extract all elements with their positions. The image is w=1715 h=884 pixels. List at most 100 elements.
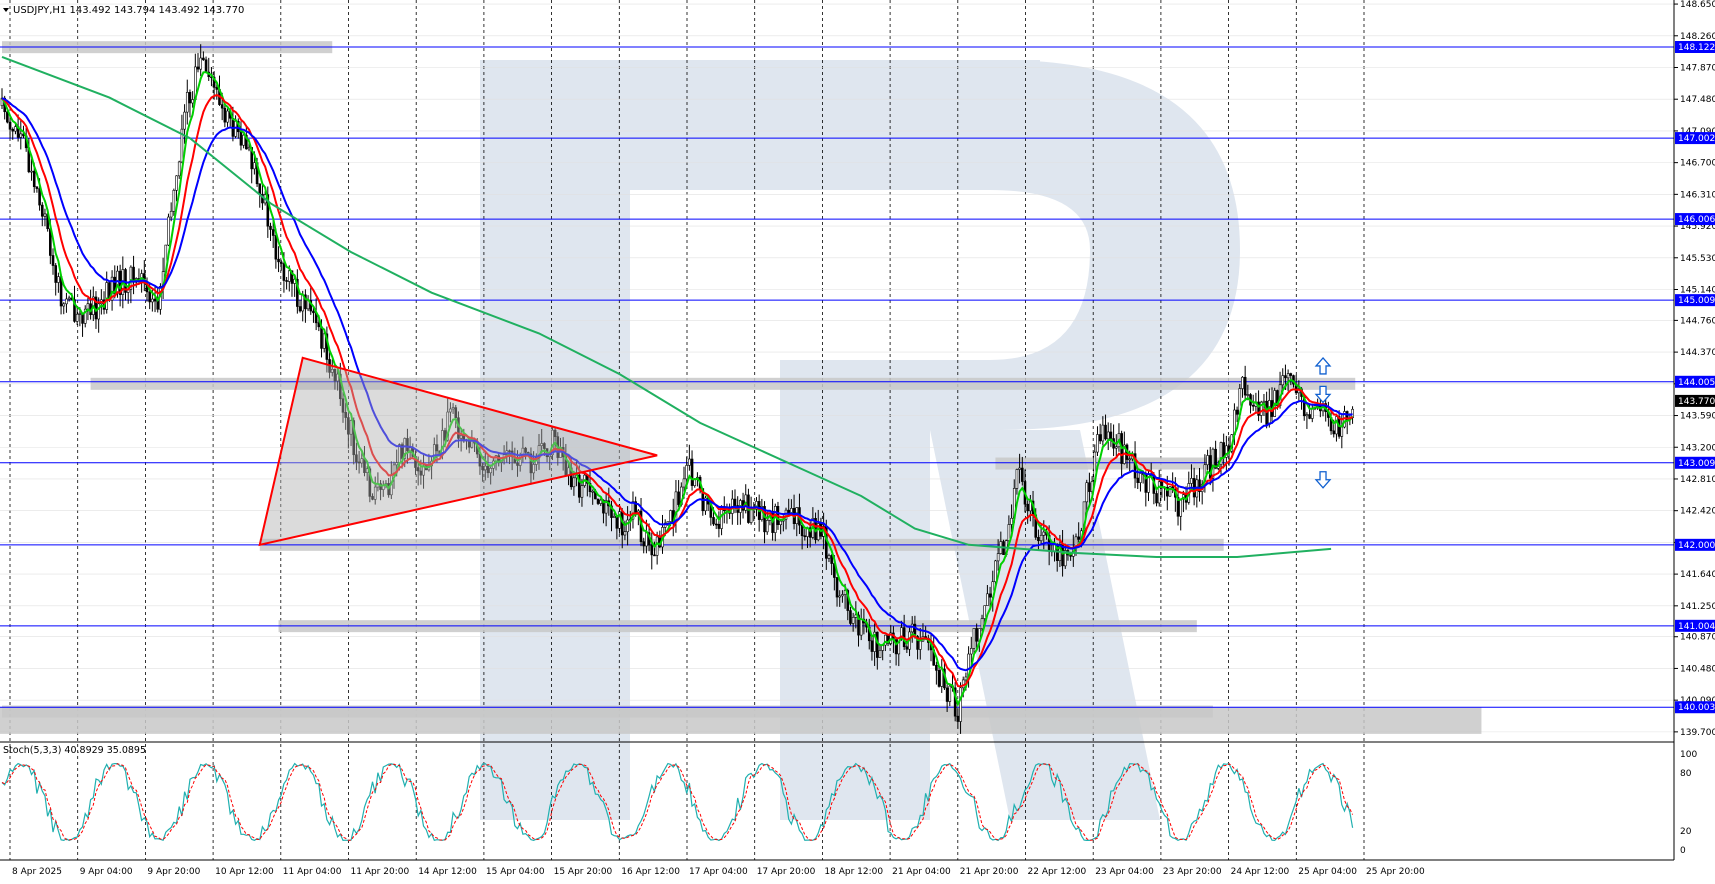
candle-body bbox=[596, 498, 600, 504]
candle-body bbox=[1179, 498, 1183, 517]
candle-body bbox=[1243, 376, 1247, 396]
candle-body bbox=[969, 648, 973, 655]
candle-body bbox=[835, 577, 839, 598]
candle-body bbox=[983, 605, 987, 619]
candle-body bbox=[1096, 434, 1099, 453]
x-tick-label: 25 Apr 20:00 bbox=[1366, 867, 1425, 877]
candle-body bbox=[298, 306, 302, 312]
candle-body bbox=[239, 131, 243, 146]
candle-body bbox=[196, 66, 200, 70]
candle-body bbox=[918, 640, 922, 650]
candle-body bbox=[1018, 467, 1021, 470]
candle-body bbox=[32, 170, 36, 187]
candle-body bbox=[443, 430, 447, 441]
y-tick-label: 141.640 bbox=[1680, 570, 1715, 580]
candle-body bbox=[1088, 482, 1091, 492]
level-price-text: 148.122 bbox=[1678, 43, 1715, 53]
candle-body bbox=[277, 258, 280, 263]
candle-body bbox=[937, 670, 941, 687]
candle-body bbox=[1340, 426, 1344, 437]
triangle-shape bbox=[258, 356, 658, 547]
y-tick-label: 140.090 bbox=[1680, 696, 1715, 706]
candle-body bbox=[247, 147, 251, 150]
candle-body bbox=[986, 593, 989, 606]
candle-body bbox=[365, 468, 369, 473]
candle-body bbox=[357, 461, 361, 464]
candle-body bbox=[269, 225, 272, 230]
candle-body bbox=[78, 313, 82, 315]
candle-body bbox=[717, 523, 721, 529]
level-price-tag bbox=[1675, 619, 1715, 632]
candle-body bbox=[704, 497, 707, 512]
candle-body bbox=[669, 510, 672, 522]
candle-body bbox=[1289, 373, 1293, 376]
candle-body bbox=[400, 444, 404, 459]
candle-body bbox=[577, 474, 581, 498]
candle-body bbox=[279, 261, 283, 264]
candle-body bbox=[446, 411, 450, 441]
candle-body bbox=[368, 468, 372, 497]
stoch-tick-label: 20 bbox=[1680, 827, 1692, 837]
candle-body bbox=[215, 87, 219, 90]
x-tick-label: 17 Apr 20:00 bbox=[757, 867, 816, 877]
candle-body bbox=[105, 282, 109, 310]
candle-body bbox=[1077, 536, 1080, 540]
candle-body bbox=[916, 636, 919, 650]
candle-body bbox=[884, 634, 887, 646]
candle-body bbox=[1157, 481, 1161, 504]
arrow-up-icon bbox=[1314, 356, 1332, 375]
menu-triangle-icon[interactable] bbox=[3, 8, 9, 12]
candle-body bbox=[352, 420, 356, 456]
candle-body bbox=[1211, 448, 1215, 479]
stoch-header: Stoch(5,3,3) 40.8929 35.0895 bbox=[3, 745, 146, 756]
stoch-signal-line bbox=[1, 763, 1354, 841]
y-tick-label: 139.700 bbox=[1680, 728, 1715, 738]
level-price-tag bbox=[1675, 701, 1715, 714]
candle-body bbox=[714, 523, 718, 526]
header: USDJPY,H1 143.492 143.794 143.492 143.77… bbox=[3, 5, 244, 756]
candle-body bbox=[1251, 404, 1255, 407]
level-price-text: 147.002 bbox=[1678, 134, 1715, 144]
x-tick-label: 22 Apr 12:00 bbox=[1028, 867, 1087, 877]
candle-body bbox=[1128, 458, 1131, 461]
candle-body bbox=[682, 478, 686, 488]
candle-body bbox=[859, 618, 863, 636]
candle-body bbox=[333, 369, 337, 382]
y-tick-label: 148.260 bbox=[1680, 32, 1715, 42]
candle-body bbox=[610, 505, 613, 518]
candle-body bbox=[373, 486, 377, 500]
candle-body bbox=[975, 628, 978, 642]
y-tick-label: 143.590 bbox=[1680, 412, 1715, 422]
level-price-text: 145.009 bbox=[1678, 296, 1715, 306]
candle-body bbox=[1020, 467, 1024, 482]
candle-body bbox=[204, 59, 208, 73]
stoch-tick-label: 0 bbox=[1680, 846, 1686, 856]
level-price-text: 144.005 bbox=[1678, 378, 1715, 388]
level-price-text: 140.003 bbox=[1678, 703, 1715, 713]
y-tick-label: 145.530 bbox=[1680, 254, 1715, 264]
x-tick-label: 15 Apr 20:00 bbox=[554, 867, 613, 877]
candlesticks bbox=[0, 44, 1354, 734]
candle-body bbox=[83, 308, 87, 324]
candle-body bbox=[945, 687, 949, 702]
candle-body bbox=[623, 531, 627, 536]
candle-body bbox=[851, 617, 855, 624]
candle-body bbox=[188, 92, 192, 104]
current-price-tag bbox=[1675, 394, 1715, 407]
candle-body bbox=[1042, 531, 1046, 536]
candle-body bbox=[54, 265, 58, 283]
candle-body bbox=[540, 443, 543, 446]
candle-body bbox=[330, 369, 334, 373]
candle-body bbox=[645, 532, 648, 547]
candle-body bbox=[489, 468, 492, 474]
y-tick-label: 147.090 bbox=[1680, 127, 1715, 137]
candle-body bbox=[175, 175, 178, 191]
candle-body bbox=[878, 650, 882, 658]
candle-body bbox=[234, 120, 237, 137]
signal-arrows bbox=[1314, 356, 1332, 489]
candle-body bbox=[322, 333, 326, 349]
candle-body bbox=[274, 235, 278, 260]
x-tick-label: 8 Apr 2025 bbox=[12, 867, 62, 877]
